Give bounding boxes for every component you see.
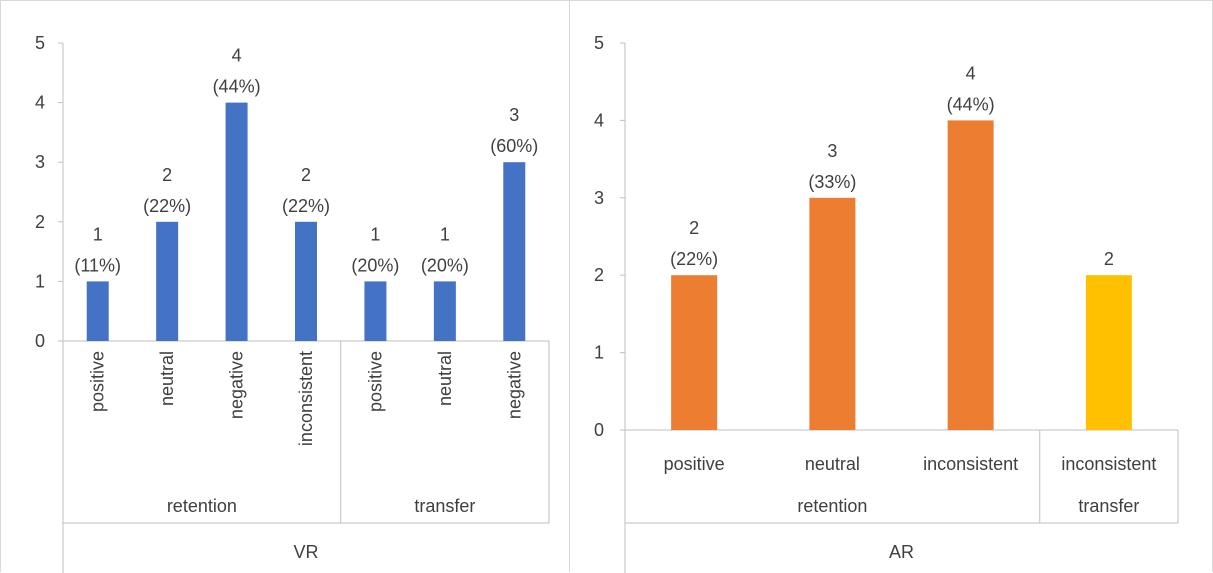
y-tick-label: 4: [35, 93, 45, 113]
y-tick-label: 0: [594, 420, 604, 440]
x-category-label: positive: [365, 351, 385, 412]
y-tick-label: 0: [35, 331, 45, 351]
bar: [225, 102, 248, 341]
y-tick-label: 2: [594, 265, 604, 285]
data-label: (60%): [490, 136, 538, 156]
data-label: (22%): [282, 196, 330, 216]
data-label: 4: [232, 46, 242, 66]
y-tick-label: 3: [35, 152, 45, 172]
data-label: (44%): [213, 77, 261, 97]
data-label: (22%): [143, 196, 191, 216]
x-category-label: negative: [504, 351, 524, 419]
x-category-label: inconsistent: [923, 454, 1018, 474]
y-tick-label: 5: [594, 33, 604, 53]
data-label: (11%): [74, 255, 121, 275]
vr-bar-chart: 0 1 2 3 4 5 1 (11%) positive 2 (22%) neutral 4 (44%) n…: [35, 33, 550, 573]
y-tick-label: 2: [35, 212, 45, 232]
x-group-label: retention: [167, 496, 237, 516]
x-category-label: positive: [664, 454, 725, 474]
bar: [156, 221, 179, 341]
bar: [364, 281, 387, 341]
data-label: 2: [301, 165, 311, 185]
bar: [503, 162, 526, 341]
y-tick-label: 3: [594, 188, 604, 208]
x-category-label: neutral: [435, 351, 455, 406]
x-group-label: transfer: [414, 496, 475, 516]
bar: [86, 281, 109, 341]
bar: [809, 197, 856, 430]
data-label: (33%): [808, 172, 856, 192]
y-tick-label: 1: [35, 271, 45, 291]
bar: [671, 275, 718, 430]
data-label: 3: [509, 105, 519, 125]
vr-chart-panel: 0 1 2 3 4 5 1 (11%) positive 2 (22%) neutral 4 (44%) n…: [0, 0, 570, 573]
x-group-label: transfer: [1078, 496, 1139, 516]
y-tick-label: 1: [594, 343, 604, 363]
bar: [295, 221, 317, 341]
data-label: 1: [440, 224, 450, 244]
data-label: (22%): [670, 249, 718, 269]
data-label: 2: [1104, 249, 1114, 269]
x-category-label: neutral: [157, 351, 177, 406]
x-category-label: neutral: [805, 454, 860, 474]
x-category-label: inconsistent: [1061, 454, 1156, 474]
data-label: 1: [370, 224, 380, 244]
data-label: (20%): [421, 255, 469, 275]
data-label: 2: [162, 165, 172, 185]
data-label: 1: [93, 224, 103, 244]
x-supergroup-label: AR: [889, 542, 914, 562]
x-supergroup-label: VR: [293, 542, 318, 562]
x-category-label: inconsistent: [296, 351, 316, 446]
data-label: 4: [966, 63, 976, 83]
bar: [433, 281, 456, 341]
x-category-label: negative: [227, 351, 247, 419]
ar-chart-panel: 0 1 2 3 4 5 2 (22%) positive 3 (33%) neutral 4 (44%) i…: [570, 0, 1213, 573]
data-label: 3: [827, 141, 837, 161]
y-tick-label: 5: [35, 33, 45, 53]
x-category-label: positive: [88, 351, 108, 412]
bar: [1085, 275, 1132, 430]
data-label: 2: [689, 218, 699, 238]
bar: [947, 120, 994, 431]
x-group-label: retention: [797, 496, 867, 516]
data-label: (44%): [947, 94, 995, 114]
ar-bar-chart: 0 1 2 3 4 5 2 (22%) positive 3 (33%) neutral 4 (44%) i…: [594, 33, 1179, 573]
y-tick-label: 4: [594, 110, 604, 130]
data-label: (20%): [351, 255, 399, 275]
